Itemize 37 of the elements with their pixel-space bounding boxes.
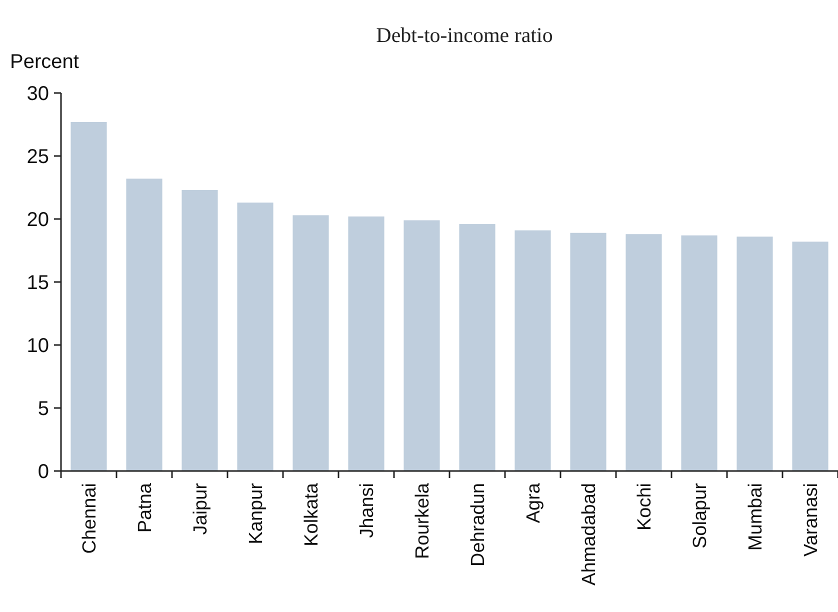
x-tick-label: Chennai — [79, 483, 100, 554]
bar — [292, 215, 329, 471]
x-tick-label: Ahmadabad — [578, 483, 600, 586]
bar — [459, 224, 496, 471]
y-axis-title: Percent — [10, 51, 80, 73]
bar — [70, 122, 107, 471]
bar — [182, 190, 218, 471]
x-tick-label: Kochi — [634, 483, 656, 531]
bar — [736, 236, 773, 471]
bar — [792, 242, 828, 471]
y-tick-label: 5 — [38, 398, 49, 420]
x-tick-label: Varanasi — [800, 483, 822, 557]
bar — [237, 202, 274, 471]
bar — [626, 234, 662, 471]
bar — [126, 178, 162, 471]
x-tick-label: Kolkata — [301, 482, 322, 546]
x-tick-label: Dehradun — [468, 483, 489, 566]
bar — [681, 235, 718, 471]
y-tick-label: 10 — [26, 335, 49, 357]
chart-title: Debt-to-income ratio — [376, 23, 553, 47]
x-tick-label: Patna — [134, 482, 156, 533]
bar — [570, 232, 606, 471]
x-tick-label: Kanpur — [246, 482, 267, 544]
y-tick-label: 20 — [26, 209, 49, 231]
y-tick-label: 15 — [26, 272, 49, 294]
x-tick-label: Jhansi — [356, 483, 378, 538]
y-tick-label: 0 — [38, 461, 49, 483]
bar — [348, 216, 384, 471]
x-tick-label: Jaipur — [190, 482, 212, 535]
x-tick-label: Solapur — [690, 482, 711, 548]
y-tick-label: 30 — [26, 83, 49, 105]
y-tick-label: 25 — [26, 146, 49, 168]
x-tick-label: Rourkela — [412, 482, 434, 560]
bar — [514, 230, 551, 471]
x-tick-label: Agra — [523, 482, 544, 524]
bar — [404, 220, 440, 471]
x-tick-label: Mumbai — [745, 483, 766, 551]
